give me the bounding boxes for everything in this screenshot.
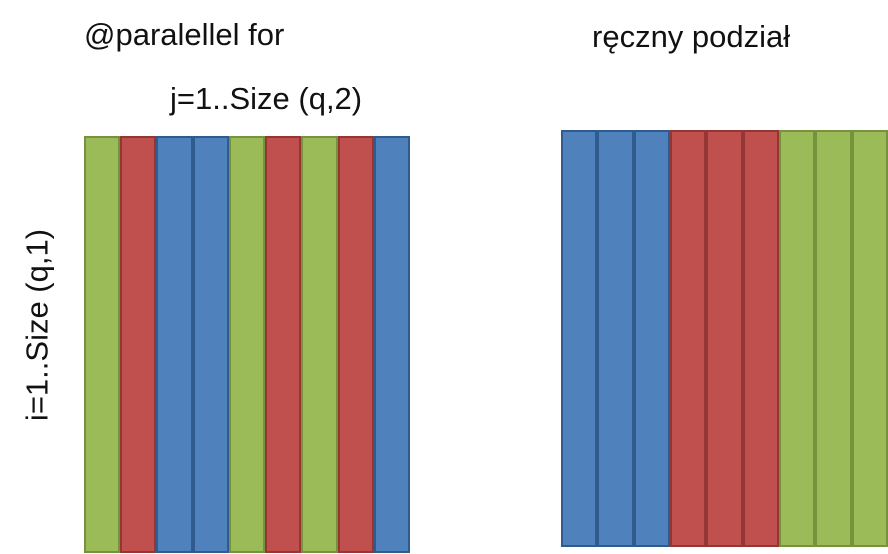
- parallel-column-5-green: [228, 136, 266, 553]
- manual-split-stripes: [561, 130, 888, 547]
- parallel-column-1-green: [84, 136, 121, 553]
- parallel-column-8-red: [337, 136, 374, 553]
- manual-column-7-green: [778, 130, 816, 547]
- manual-column-8-green: [815, 130, 852, 547]
- manual-column-4-red: [669, 130, 707, 547]
- parallel-column-7-green: [301, 136, 338, 553]
- manual-column-3-blue: [633, 130, 670, 547]
- parallel-for-stripes: [84, 136, 410, 553]
- column-range-label: j=1..Size (q,2): [170, 81, 363, 116]
- manual-column-2-blue: [597, 130, 634, 547]
- manual-column-1-blue: [561, 130, 598, 547]
- manual-column-6-red: [742, 130, 779, 547]
- manual-column-5-red: [706, 130, 743, 547]
- row-range-label: i=1..Size (q,1): [19, 228, 55, 422]
- parallel-for-title: @paralellel for: [84, 17, 285, 52]
- manual-split-title: ręczny podział: [592, 19, 791, 54]
- parallel-column-9-blue: [373, 136, 410, 553]
- parallel-column-3-blue: [156, 136, 193, 553]
- parallel-column-2-red: [120, 136, 157, 553]
- manual-column-9-green: [851, 130, 888, 547]
- parallel-column-6-red: [265, 136, 302, 553]
- parallel-column-4-blue: [192, 136, 229, 553]
